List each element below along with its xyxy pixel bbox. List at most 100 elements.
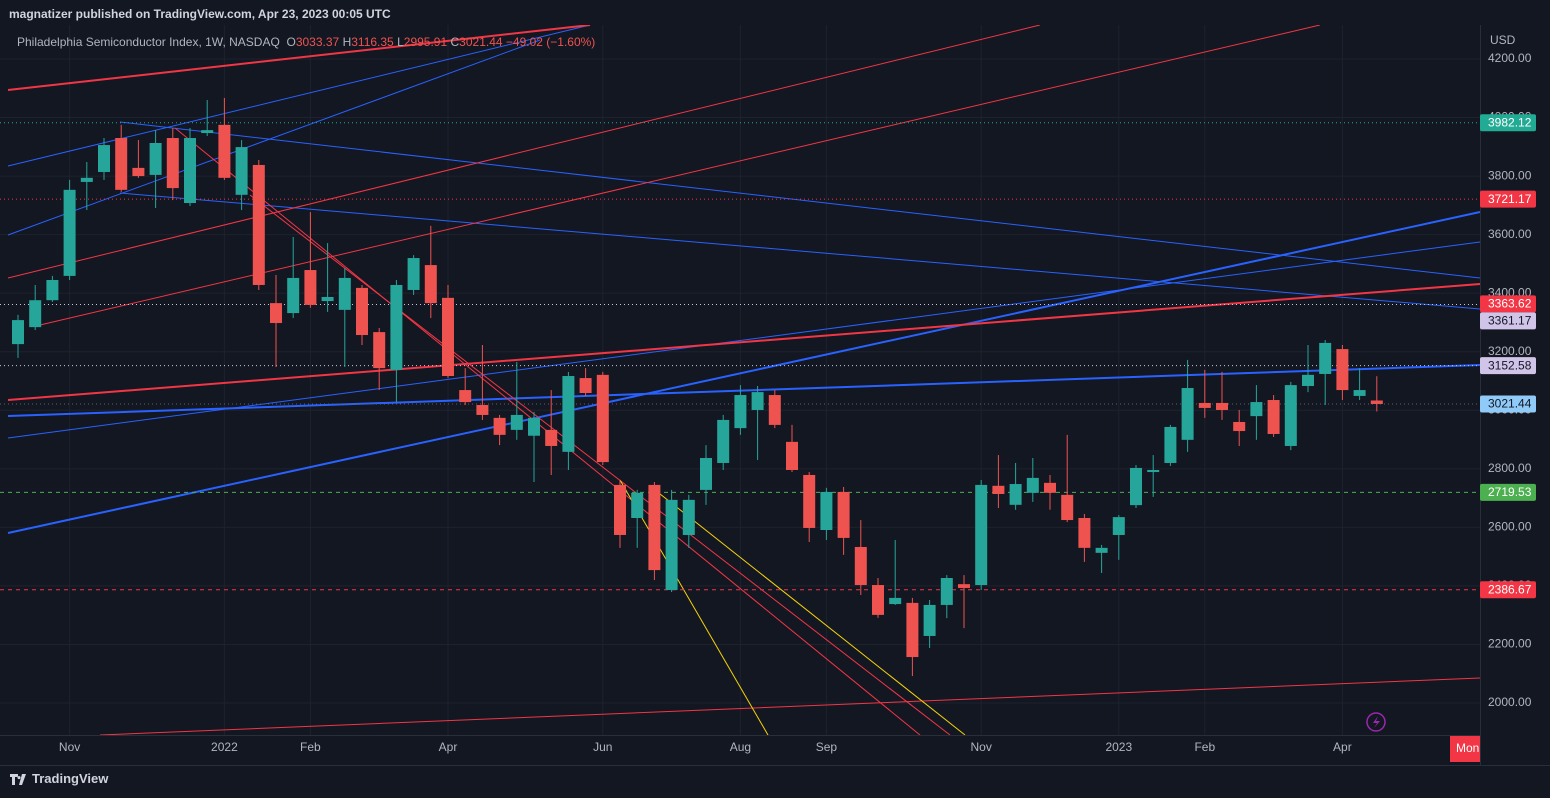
- candle-body: [29, 300, 42, 328]
- candle-body: [648, 484, 661, 571]
- candle-body: [149, 143, 162, 175]
- candle-body: [1181, 388, 1194, 440]
- y-tick-label: 2600.00: [1488, 520, 1532, 534]
- trend-line: [119, 192, 1481, 310]
- candle-body: [682, 499, 695, 535]
- x-tick-label: Nov: [59, 740, 80, 754]
- candle-body: [1284, 385, 1297, 446]
- candle-body: [1061, 494, 1074, 521]
- y-tick-label: 3200.00: [1488, 344, 1532, 358]
- candle-body: [407, 258, 420, 290]
- axes: 2000.002200.002400.002600.002800.003000.…: [59, 33, 1536, 762]
- candles: [12, 97, 1383, 677]
- candle-body: [579, 378, 592, 393]
- candle-body: [1078, 517, 1091, 548]
- candle-body: [992, 485, 1005, 494]
- drawings: [7, 24, 1481, 736]
- alert-icon[interactable]: [1366, 712, 1386, 732]
- ohlc-label: H: [342, 35, 352, 49]
- price-badge-label: 2719.53: [1488, 485, 1532, 499]
- candle-body: [1044, 482, 1056, 493]
- brand-logo: [10, 774, 26, 785]
- candle-body: [1198, 402, 1211, 408]
- candle-body: [1112, 517, 1125, 535]
- x-tick-label: Aug: [730, 740, 751, 754]
- candle-body: [975, 484, 988, 586]
- candle-body: [493, 417, 506, 435]
- price-badge: [1480, 395, 1536, 413]
- candle-body: [442, 297, 454, 377]
- x-tick-label: Apr: [1333, 740, 1352, 754]
- candle-body: [528, 417, 540, 436]
- ohlc: O3033.37 H3116.35 L2995.91 C3021.44: [286, 35, 505, 49]
- cursor-label: Mon: [1456, 741, 1479, 755]
- candle-body: [717, 419, 730, 463]
- candle-body: [631, 492, 644, 518]
- price-badge-label: 3721.17: [1488, 192, 1532, 206]
- price-badge-label: 3152.58: [1488, 358, 1532, 372]
- symbol: Philadelphia Semiconductor Index, 1W, NA…: [17, 35, 280, 49]
- candle-body: [940, 578, 953, 605]
- candle-body: [1302, 374, 1314, 386]
- candle-body: [218, 124, 231, 178]
- candle-body: [596, 374, 609, 463]
- ohlc-value: 3021.44: [459, 35, 503, 49]
- x-tick-label: Sep: [816, 740, 838, 754]
- candle-body: [700, 457, 712, 490]
- candle-body: [1026, 477, 1039, 493]
- ohlc-label: C: [450, 35, 460, 49]
- candle-body: [872, 585, 884, 615]
- candle-body: [906, 602, 919, 658]
- candle-body: [1319, 342, 1332, 374]
- candle-body: [201, 130, 214, 134]
- x-tick-label: 2022: [211, 740, 238, 754]
- candle-body: [1336, 349, 1349, 391]
- candle-body: [1250, 402, 1263, 417]
- x-tick-label: Feb: [1194, 740, 1215, 754]
- trend-line: [7, 364, 1481, 417]
- price-badge-label: 3363.62: [1488, 296, 1532, 310]
- x-tick-label: Nov: [971, 740, 992, 754]
- candle-body: [958, 584, 970, 588]
- x-tick-label: Jun: [593, 740, 612, 754]
- candle-body: [1233, 421, 1246, 432]
- candle-body: [46, 280, 59, 301]
- candle-body: [98, 145, 110, 172]
- candle-body: [115, 138, 128, 190]
- candle-body: [562, 376, 575, 452]
- legend: Philadelphia Semiconductor Index, 1W, NA…: [17, 35, 595, 49]
- candle-body: [1130, 467, 1142, 506]
- price-badge: [1480, 114, 1536, 132]
- price-badge: [1480, 483, 1536, 501]
- price-axis: [1480, 25, 1550, 765]
- y-tick-label: 2200.00: [1488, 637, 1532, 651]
- y-tick-label: 2000.00: [1488, 695, 1532, 709]
- candle-body: [321, 296, 334, 302]
- candle-body: [373, 332, 386, 369]
- trend-line: [119, 121, 1481, 279]
- candle-body: [837, 491, 850, 538]
- trend-line: [7, 24, 591, 91]
- brand: TradingView: [32, 771, 109, 786]
- price-badge: [1480, 190, 1536, 208]
- candle-body: [889, 597, 902, 605]
- trend-line: [99, 677, 1481, 736]
- change: −49.02 (−1.60%): [505, 35, 596, 49]
- candle-body: [734, 395, 747, 429]
- ohlc-label: O: [286, 35, 296, 49]
- candle-body: [1164, 426, 1177, 463]
- candle-body: [132, 167, 145, 177]
- candle-body: [803, 474, 816, 528]
- candle-body: [252, 164, 265, 285]
- x-tick-label: Feb: [300, 740, 321, 754]
- candle-body: [390, 284, 403, 370]
- price-badge: [1480, 312, 1536, 330]
- candle-body: [63, 189, 76, 276]
- trend-line: [654, 489, 966, 736]
- cursor-badge: [1450, 736, 1480, 762]
- trend-line: [7, 39, 541, 236]
- ohlc-label: L: [397, 35, 404, 49]
- price-badge: [1480, 357, 1536, 375]
